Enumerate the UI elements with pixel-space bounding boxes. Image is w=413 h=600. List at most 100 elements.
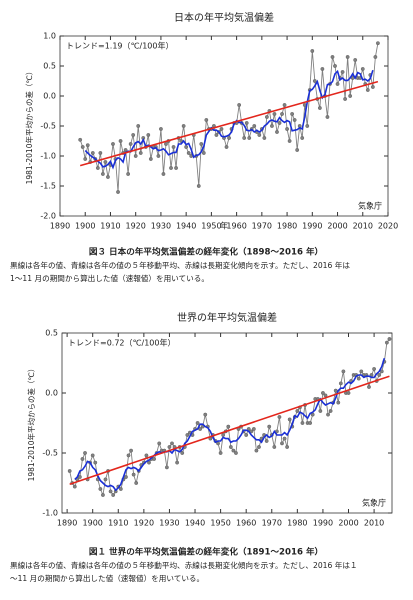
x-tick-label: 2020	[378, 222, 398, 231]
annual-point	[90, 151, 95, 155]
x-tick-label: 1920	[134, 519, 154, 528]
x-tick-label: 1930	[151, 222, 171, 231]
figure-note: 〜11 月の期間から算出した値（速報値）を用いている。	[10, 573, 204, 583]
annual-point	[169, 166, 173, 170]
annual-point	[144, 453, 149, 458]
annual-point	[181, 124, 186, 128]
annual-point	[228, 445, 233, 449]
annual-point	[356, 376, 361, 381]
annual-point	[321, 391, 325, 395]
y-tick-label: 0.0	[43, 92, 56, 101]
annual-point	[231, 448, 236, 453]
annual-point	[174, 166, 178, 170]
annual-point	[345, 55, 350, 59]
annual-point	[118, 487, 123, 491]
annual-point	[328, 409, 333, 413]
y-tick-label: -0.5	[40, 122, 56, 131]
annual-point	[310, 49, 315, 53]
figure-note: 1〜11 月の期間から算出した値（速報値）を用いている。	[10, 273, 209, 283]
x-tick-label: 2000	[327, 222, 347, 231]
annual-point	[106, 175, 110, 179]
annual-point	[203, 412, 208, 417]
annual-point	[384, 340, 389, 345]
plot-area	[67, 337, 392, 497]
x-tick-label: 1930	[159, 519, 179, 528]
annual-point	[67, 469, 72, 473]
annual-point	[267, 424, 272, 429]
annual-point	[376, 41, 380, 46]
chart-title: 日本の年平均気温偏差	[174, 11, 274, 24]
annual-point	[93, 460, 98, 465]
annual-point	[185, 433, 190, 437]
annual-point	[287, 417, 292, 422]
chart-title: 世界の年平均気温偏差	[177, 311, 277, 324]
annual-point	[272, 445, 277, 449]
annual-point	[242, 136, 247, 140]
annual-point	[136, 124, 141, 128]
annual-point	[164, 465, 169, 470]
annual-point	[264, 115, 269, 119]
x-tick-label: 1950	[210, 519, 230, 528]
annual-point	[126, 172, 131, 176]
annual-point	[159, 127, 163, 131]
annual-point	[219, 127, 224, 131]
annual-point	[340, 70, 345, 74]
annual-point	[227, 136, 231, 140]
annual-point	[111, 142, 115, 146]
annual-point	[95, 166, 100, 170]
annual-point	[346, 391, 351, 395]
annual-point	[254, 448, 259, 453]
annual-point	[387, 337, 392, 341]
annual-point	[257, 133, 262, 137]
y-tick-label: -2.0	[40, 212, 56, 221]
trend-line	[69, 375, 390, 485]
annual-line	[69, 338, 390, 497]
y-tick-label: -1.5	[40, 182, 56, 191]
x-tick-label: 1900	[83, 519, 103, 528]
moving-average-line	[84, 69, 374, 170]
annual-point	[196, 184, 201, 188]
annual-point	[336, 400, 341, 405]
annual-point	[370, 85, 375, 89]
x-tick-label: 1970	[262, 519, 282, 528]
x-tick-label: 2010	[353, 222, 373, 231]
source-label: 気象庁	[362, 498, 386, 508]
annual-point	[226, 424, 231, 429]
x-tick-label: 1910	[108, 519, 128, 528]
annual-point	[80, 145, 85, 149]
trend-annotation: トレンド=0.72（℃/100年）	[68, 338, 175, 348]
annual-point	[333, 388, 338, 393]
y-tick-label: 0.5	[43, 62, 56, 71]
annual-point	[133, 154, 138, 158]
trend-line	[79, 80, 379, 167]
x-tick-label: 1990	[313, 519, 333, 528]
x-tick-label: 1960	[236, 519, 256, 528]
annual-point	[280, 112, 284, 116]
annual-point	[343, 97, 348, 101]
annual-point	[330, 55, 335, 59]
annual-point	[341, 369, 346, 374]
annual-point	[318, 409, 323, 413]
annual-point	[164, 142, 168, 146]
annual-point	[282, 436, 287, 441]
figure-note: 黒線は各年の値、青線は各年の値の５年移動平均、赤線は長期変化傾向を示す。ただし、…	[10, 260, 350, 270]
annual-point	[295, 148, 300, 152]
x-tick-label: 1990	[302, 222, 322, 231]
x-tick-label: 1890	[50, 222, 70, 231]
annual-point	[146, 133, 151, 137]
annual-point	[280, 441, 284, 446]
annual-point	[170, 441, 174, 446]
annual-point	[320, 67, 325, 71]
annual-point	[157, 441, 162, 446]
annual-point	[138, 151, 143, 155]
annual-point	[156, 154, 161, 158]
annual-point	[300, 136, 305, 140]
annual-point	[214, 133, 219, 137]
x-tick-label: 2010	[364, 519, 384, 528]
annual-point	[272, 112, 277, 116]
annual-point	[360, 67, 365, 71]
figure-caption: 図１ 世界の年平均気温偏差の経年変化（1891〜2016 年）	[89, 546, 323, 558]
annual-point	[83, 451, 87, 455]
annual-point	[90, 453, 95, 458]
